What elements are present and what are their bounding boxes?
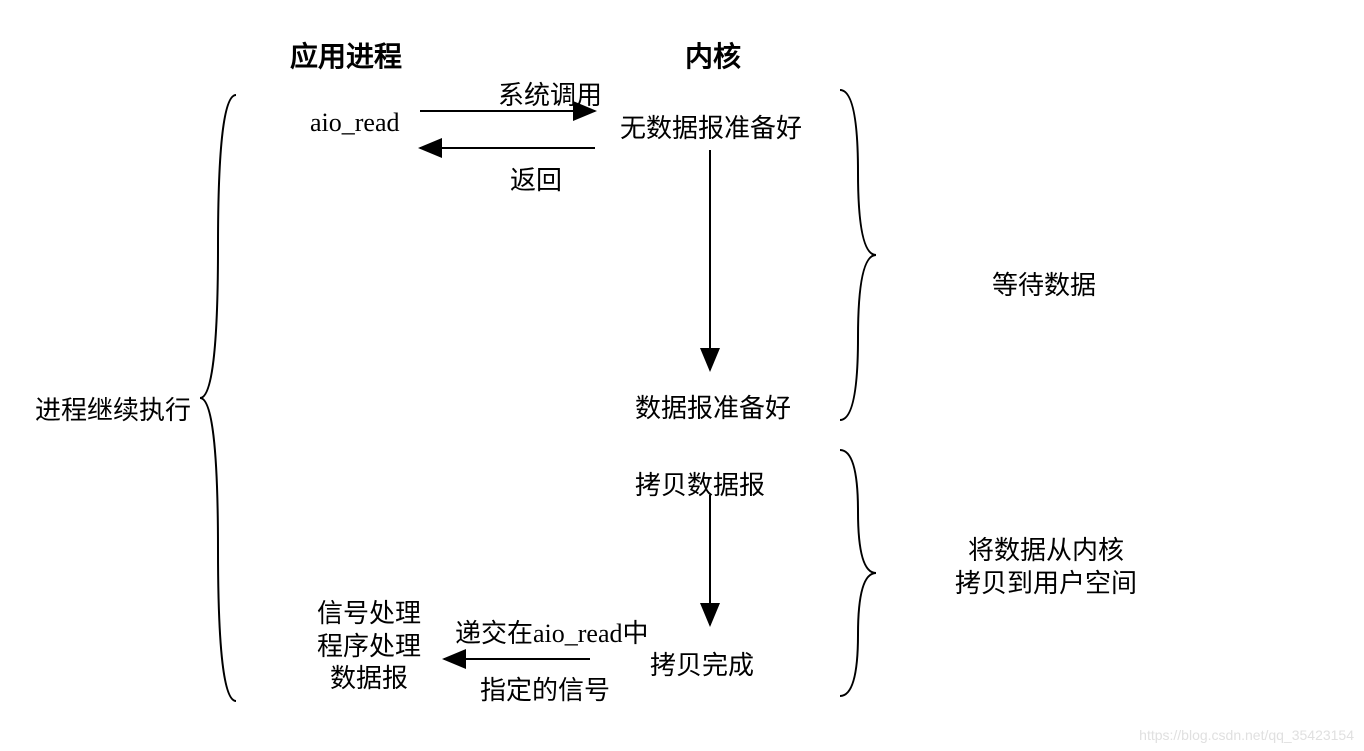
- node-no-data: 无数据报准备好: [620, 108, 802, 145]
- label-copy-kernel: 将数据从内核 拷贝到用户空间: [955, 535, 1137, 600]
- header-app: 应用进程: [290, 35, 402, 75]
- header-kernel: 内核: [685, 35, 741, 75]
- copy-kernel-line1: 将数据从内核: [955, 535, 1137, 568]
- label-return: 返回: [510, 160, 562, 197]
- watermark: https://blog.csdn.net/qq_35423154: [1139, 727, 1354, 743]
- node-aio-read: aio_read: [310, 108, 400, 138]
- label-deliver: 递交在aio_read中: [455, 618, 649, 651]
- signal-handler-line1: 信号处理: [317, 598, 421, 631]
- label-deliver2: 指定的信号: [480, 670, 610, 707]
- signal-handler-line3: 数据报: [317, 663, 421, 696]
- node-copy-data: 拷贝数据报: [635, 465, 765, 502]
- node-process-continue: 进程继续执行: [35, 390, 191, 427]
- node-signal-handler: 信号处理 程序处理 数据报: [317, 598, 421, 696]
- label-wait-data: 等待数据: [992, 265, 1096, 302]
- node-copy-done: 拷贝完成: [650, 645, 754, 682]
- signal-handler-line2: 程序处理: [317, 631, 421, 664]
- copy-kernel-line2: 拷贝到用户空间: [955, 568, 1137, 601]
- deliver-line1: 递交在aio_read中: [455, 618, 649, 651]
- node-data-ready: 数据报准备好: [635, 388, 791, 425]
- label-syscall: 系统调用: [498, 75, 602, 112]
